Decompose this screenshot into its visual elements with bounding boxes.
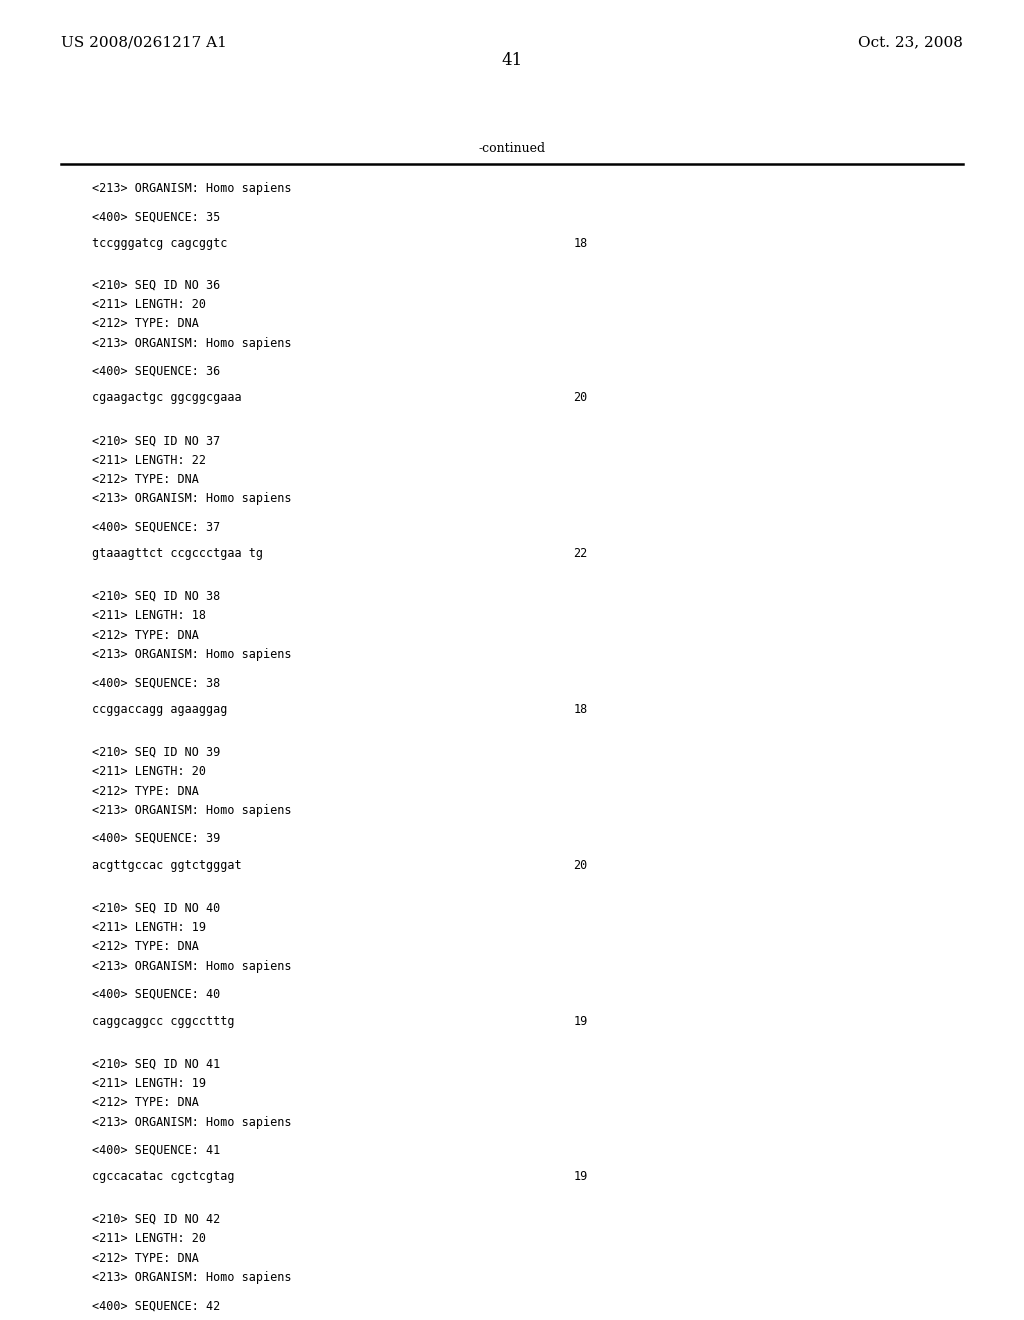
Text: Oct. 23, 2008: Oct. 23, 2008	[858, 36, 963, 50]
Text: <212> TYPE: DNA: <212> TYPE: DNA	[92, 473, 199, 486]
Text: <210> SEQ ID NO 38: <210> SEQ ID NO 38	[92, 590, 220, 603]
Text: <212> TYPE: DNA: <212> TYPE: DNA	[92, 940, 199, 953]
Text: <212> TYPE: DNA: <212> TYPE: DNA	[92, 784, 199, 797]
Text: acgttgccac ggtctgggat: acgttgccac ggtctgggat	[92, 859, 242, 871]
Text: <210> SEQ ID NO 37: <210> SEQ ID NO 37	[92, 434, 220, 447]
Text: <400> SEQUENCE: 38: <400> SEQUENCE: 38	[92, 676, 220, 689]
Text: <400> SEQUENCE: 35: <400> SEQUENCE: 35	[92, 210, 220, 223]
Text: <213> ORGANISM: Homo sapiens: <213> ORGANISM: Homo sapiens	[92, 960, 292, 973]
Text: -continued: -continued	[478, 143, 546, 154]
Text: <400> SEQUENCE: 42: <400> SEQUENCE: 42	[92, 1299, 220, 1312]
Text: <210> SEQ ID NO 42: <210> SEQ ID NO 42	[92, 1213, 220, 1226]
Text: 22: 22	[573, 548, 588, 560]
Text: caggcaggcc cggcctttg: caggcaggcc cggcctttg	[92, 1015, 234, 1027]
Text: 41: 41	[502, 53, 522, 70]
Text: <213> ORGANISM: Homo sapiens: <213> ORGANISM: Homo sapiens	[92, 1115, 292, 1129]
Text: cgccacatac cgctcgtag: cgccacatac cgctcgtag	[92, 1171, 234, 1183]
Text: gtaaagttct ccgccctgaa tg: gtaaagttct ccgccctgaa tg	[92, 548, 263, 560]
Text: 18: 18	[573, 236, 588, 249]
Text: <400> SEQUENCE: 36: <400> SEQUENCE: 36	[92, 364, 220, 378]
Text: <400> SEQUENCE: 41: <400> SEQUENCE: 41	[92, 1143, 220, 1156]
Text: <212> TYPE: DNA: <212> TYPE: DNA	[92, 1251, 199, 1265]
Text: <213> ORGANISM: Homo sapiens: <213> ORGANISM: Homo sapiens	[92, 804, 292, 817]
Text: US 2008/0261217 A1: US 2008/0261217 A1	[61, 36, 227, 50]
Text: <211> LENGTH: 20: <211> LENGTH: 20	[92, 766, 206, 777]
Text: 20: 20	[573, 859, 588, 871]
Text: 19: 19	[573, 1015, 588, 1027]
Text: <211> LENGTH: 19: <211> LENGTH: 19	[92, 921, 206, 933]
Text: <213> ORGANISM: Homo sapiens: <213> ORGANISM: Homo sapiens	[92, 1271, 292, 1284]
Text: <210> SEQ ID NO 39: <210> SEQ ID NO 39	[92, 746, 220, 759]
Text: <213> ORGANISM: Homo sapiens: <213> ORGANISM: Homo sapiens	[92, 182, 292, 195]
Text: <211> LENGTH: 22: <211> LENGTH: 22	[92, 454, 206, 466]
Text: <212> TYPE: DNA: <212> TYPE: DNA	[92, 317, 199, 330]
Text: <213> ORGANISM: Homo sapiens: <213> ORGANISM: Homo sapiens	[92, 337, 292, 350]
Text: <210> SEQ ID NO 36: <210> SEQ ID NO 36	[92, 279, 220, 292]
Text: <212> TYPE: DNA: <212> TYPE: DNA	[92, 628, 199, 642]
Text: <400> SEQUENCE: 39: <400> SEQUENCE: 39	[92, 832, 220, 845]
Text: <400> SEQUENCE: 40: <400> SEQUENCE: 40	[92, 987, 220, 1001]
Text: <400> SEQUENCE: 37: <400> SEQUENCE: 37	[92, 520, 220, 533]
Text: 19: 19	[573, 1171, 588, 1183]
Text: <213> ORGANISM: Homo sapiens: <213> ORGANISM: Homo sapiens	[92, 492, 292, 506]
Text: <212> TYPE: DNA: <212> TYPE: DNA	[92, 1096, 199, 1109]
Text: <213> ORGANISM: Homo sapiens: <213> ORGANISM: Homo sapiens	[92, 648, 292, 661]
Text: <211> LENGTH: 20: <211> LENGTH: 20	[92, 298, 206, 310]
Text: <211> LENGTH: 18: <211> LENGTH: 18	[92, 610, 206, 622]
Text: 18: 18	[573, 704, 588, 715]
Text: <210> SEQ ID NO 40: <210> SEQ ID NO 40	[92, 902, 220, 915]
Text: tccgggatcg cagcggtc: tccgggatcg cagcggtc	[92, 236, 227, 249]
Text: <211> LENGTH: 19: <211> LENGTH: 19	[92, 1077, 206, 1089]
Text: ccggaccagg agaaggag: ccggaccagg agaaggag	[92, 704, 227, 715]
Text: cgaagactgc ggcggcgaaa: cgaagactgc ggcggcgaaa	[92, 392, 242, 404]
Text: 20: 20	[573, 392, 588, 404]
Text: <210> SEQ ID NO 41: <210> SEQ ID NO 41	[92, 1057, 220, 1071]
Text: <211> LENGTH: 20: <211> LENGTH: 20	[92, 1233, 206, 1245]
